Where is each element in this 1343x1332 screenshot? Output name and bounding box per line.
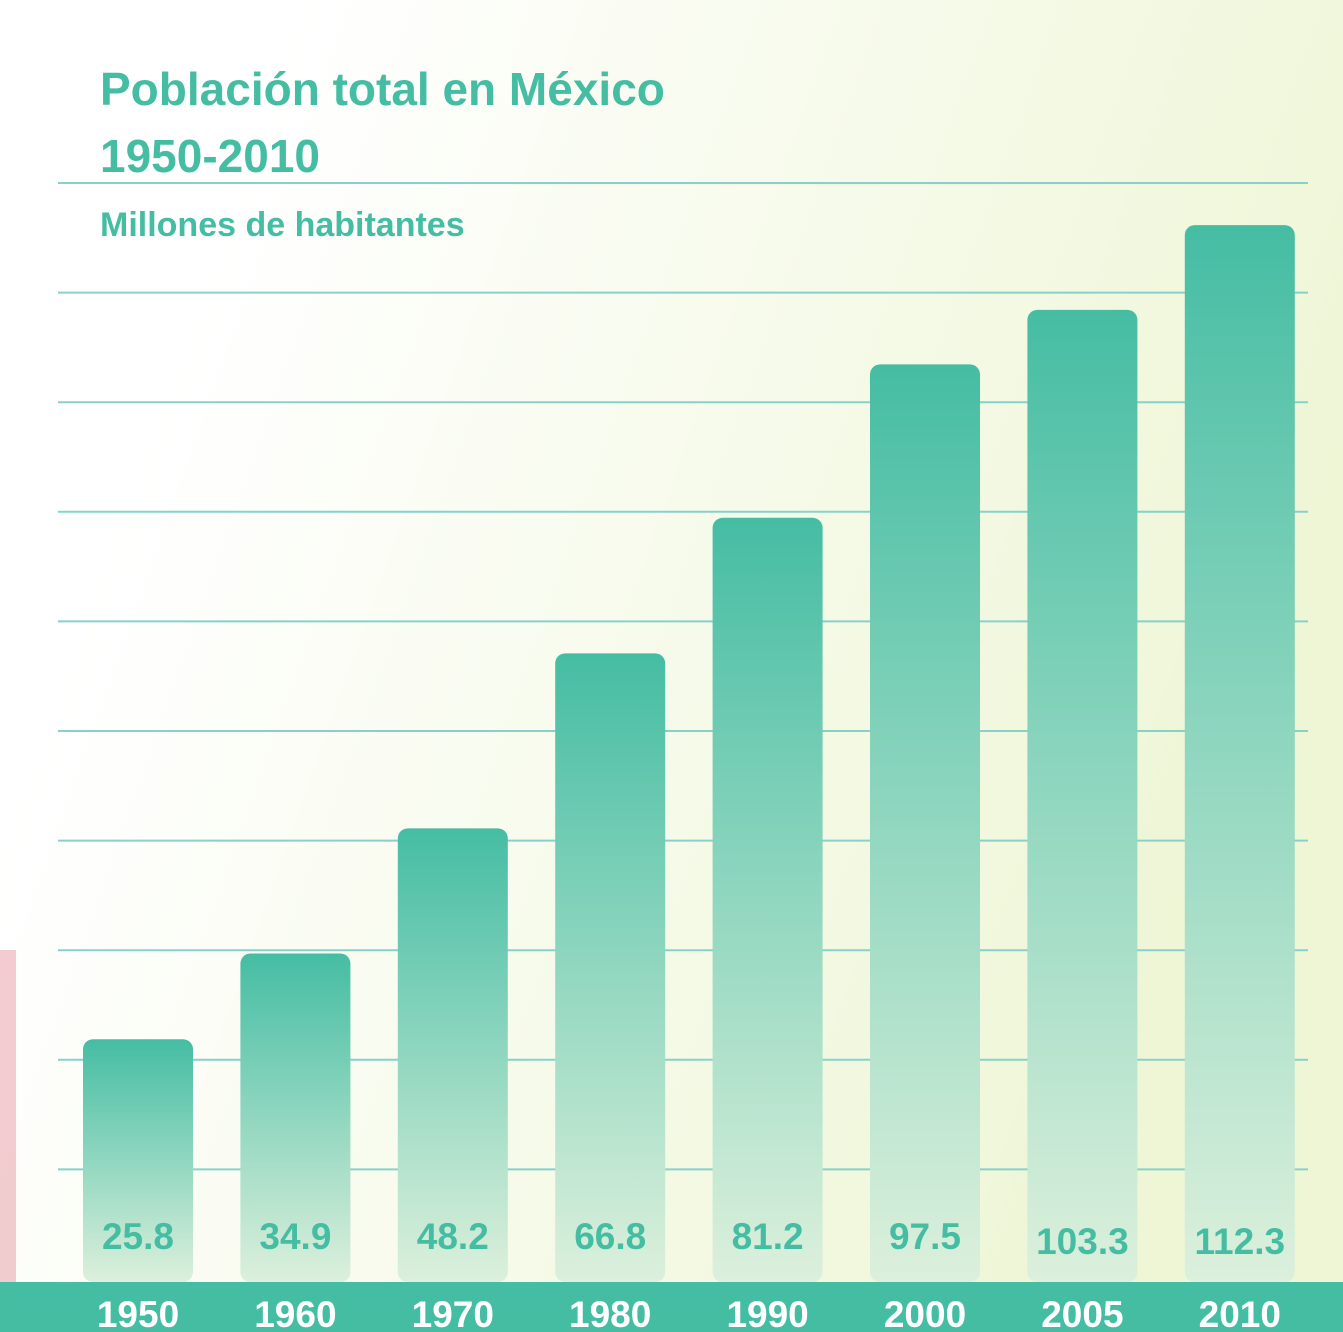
bar-1980 [555,653,666,1282]
bar-1950 [83,1039,193,1282]
category-labels: 1950 1960 1970 1980 1990 2000 2005 2010 [97,1294,1281,1332]
chart-title-years: 1950-2010 [100,130,320,182]
value-label-2000: 97.5 [889,1216,961,1257]
chart-subtitle: Millones de habitantes [100,206,465,244]
bar-2005 [1027,309,1138,1282]
bars [83,225,1295,1283]
bar-2000 [870,364,980,1283]
bar-1960 [240,953,351,1282]
value-label-1990: 81.2 [732,1216,804,1257]
value-label-1950: 25.8 [102,1216,174,1257]
chart-title: Población total en México [100,63,665,115]
bar-1990 [712,517,823,1282]
category-label-1990: 1990 [726,1294,808,1332]
category-label-2010: 2010 [1199,1294,1281,1332]
value-label-2005: 103.3 [1036,1221,1129,1262]
value-labels: 25.8 34.9 48.2 66.8 81.2 97.5 103.3 112.3 [102,1216,1285,1262]
value-label-2010: 112.3 [1195,1221,1286,1262]
category-label-1970: 1970 [412,1294,494,1332]
category-label-2005: 2005 [1041,1294,1123,1332]
value-label-1960: 34.9 [259,1216,331,1257]
x-axis-band [0,1282,1343,1332]
category-label-1980: 1980 [569,1294,651,1332]
left-edge-accent [0,950,16,1282]
bar-2010 [1184,225,1295,1283]
category-label-1960: 1960 [254,1294,336,1332]
value-label-1980: 66.8 [574,1216,646,1257]
category-label-1950: 1950 [97,1294,179,1332]
bar-1970 [397,828,508,1282]
category-label-2000: 2000 [884,1294,966,1332]
value-label-1970: 48.2 [417,1216,489,1257]
